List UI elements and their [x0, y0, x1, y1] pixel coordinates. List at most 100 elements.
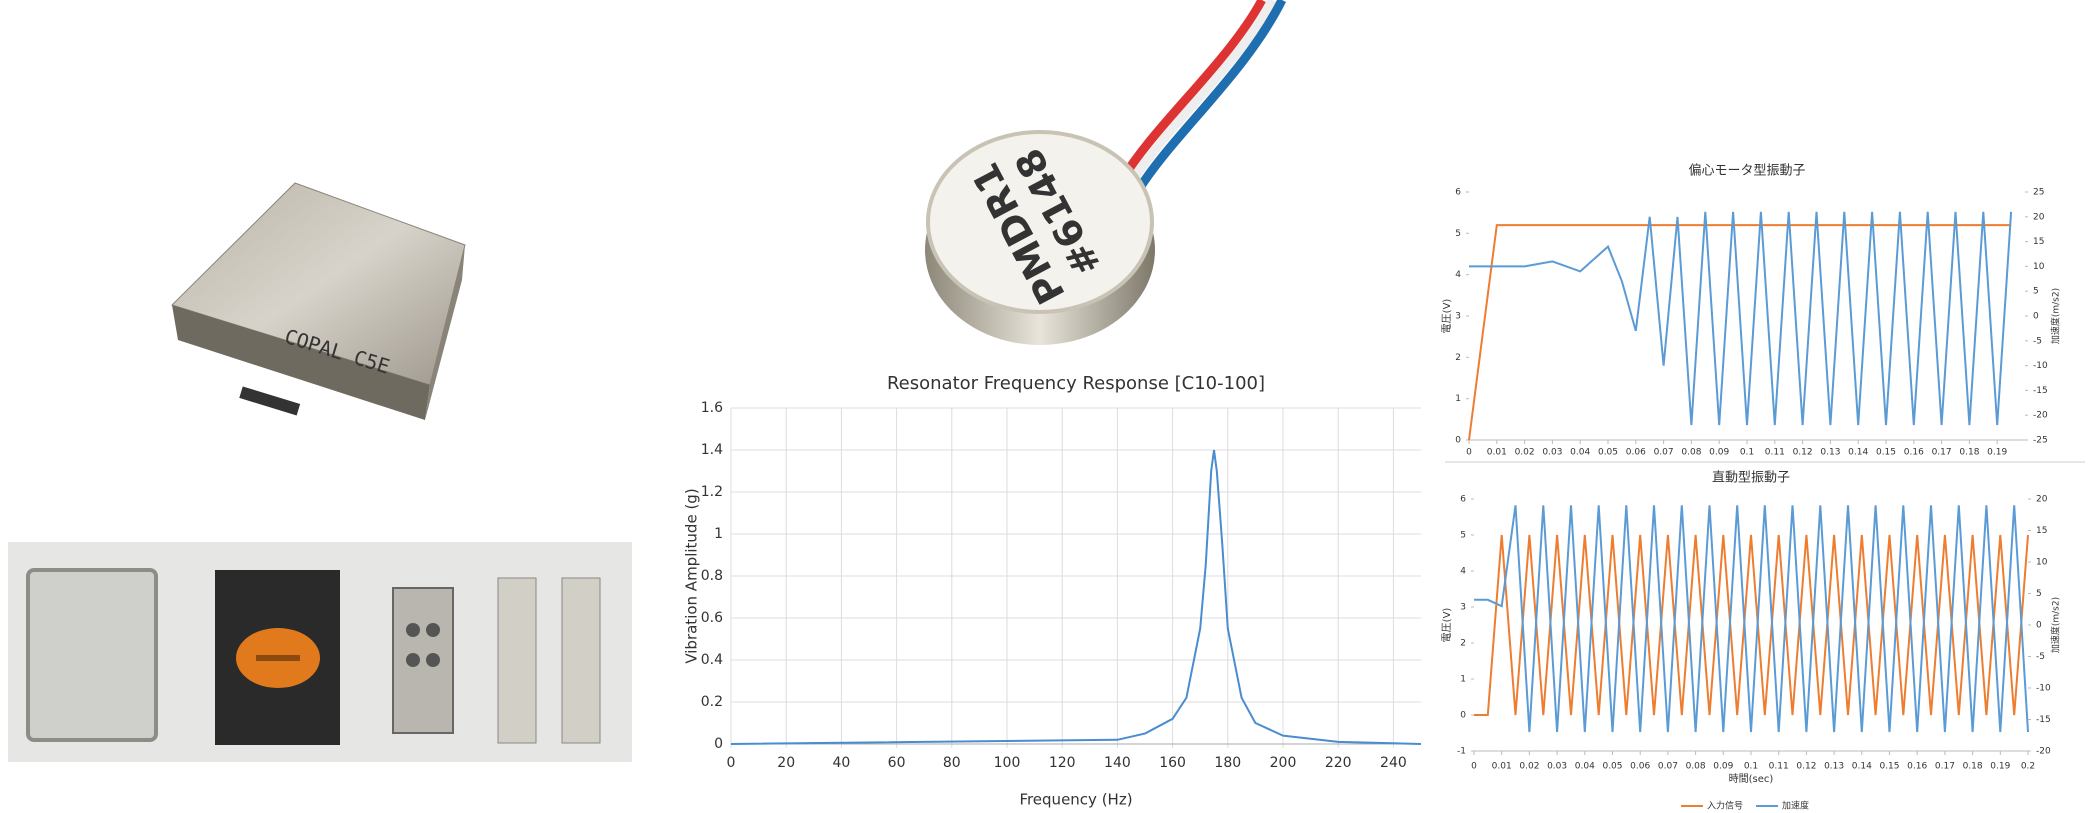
x-tick-label: 0.13	[1824, 762, 1844, 772]
y-axis-label: 電圧(V)	[1441, 299, 1453, 334]
y-tick-label: 1	[714, 526, 723, 542]
x-axis-label: 時間(sec)	[1729, 773, 1774, 785]
x-tick-label: 0.1	[1744, 762, 1758, 772]
x-tick-label: 0	[1471, 762, 1477, 772]
y-tick-label: 1	[1460, 675, 1466, 685]
y-tick-label: 0.6	[701, 610, 723, 626]
x-tick-label: 100	[994, 755, 1021, 771]
legend-label: 加速度	[1782, 800, 1809, 812]
y-tick-label: 0.8	[701, 568, 723, 584]
chart-title: Resonator Frequency Response [C10-100]	[887, 373, 1265, 394]
x-tick-label: 60	[888, 755, 906, 771]
y-tick-label: -1	[1457, 747, 1466, 757]
x-tick-label: 80	[943, 755, 961, 771]
y-tick-label: 0	[714, 736, 723, 752]
x-tick-label: 0.02	[1515, 448, 1535, 458]
y2-tick-label: -20	[2033, 411, 2048, 421]
legend-label: 入力信号	[1707, 800, 1743, 812]
y-tick-label: 0	[1460, 711, 1466, 721]
y2-tick-label: 5	[2033, 287, 2039, 297]
x-tick-label: 0.11	[1769, 762, 1789, 772]
y-tick-label: 3	[1460, 603, 1466, 613]
x-tick-label: 0	[727, 755, 736, 771]
x-tick-label: 0.17	[1932, 448, 1952, 458]
y-tick-label: 0.4	[701, 652, 723, 668]
y2-tick-label: -15	[2033, 386, 2048, 396]
y2-tick-label: -10	[2036, 684, 2051, 694]
data-line	[1474, 534, 2029, 716]
y2-tick-label: -25	[2033, 436, 2048, 446]
y-tick-label: 2	[1460, 639, 1466, 649]
x-tick-label: 0.05	[1602, 762, 1622, 772]
y2-tick-label: 15	[2033, 237, 2044, 247]
y2-tick-label: 5	[2036, 589, 2042, 599]
x-tick-label: 0.07	[1654, 448, 1674, 458]
parts-photo	[8, 542, 632, 762]
y2-tick-label: 0	[2033, 312, 2039, 322]
x-tick-label: 0.15	[1879, 762, 1899, 772]
module-photo: COPAL C5E	[171, 182, 466, 420]
y-tick-label: 0	[1455, 436, 1461, 446]
x-tick-label: 180	[1214, 755, 1241, 771]
x-tick-label: 0.04	[1570, 448, 1590, 458]
x-tick-label: 0.05	[1598, 448, 1618, 458]
x-tick-label: 0.16	[1907, 762, 1927, 772]
y-tick-label: 5	[1460, 531, 1466, 541]
x-tick-label: 0.09	[1713, 762, 1733, 772]
x-tick-label: 220	[1325, 755, 1352, 771]
x-tick-label: 0.12	[1793, 448, 1813, 458]
y2-tick-label: 10	[2033, 262, 2045, 272]
data-line	[1468, 224, 2012, 441]
x-tick-label: 0.14	[1852, 762, 1872, 772]
x-tick-label: 0.19	[1990, 762, 2010, 772]
y-tick-label: 1.2	[701, 484, 723, 500]
x-tick-label: 0.13	[1820, 448, 1840, 458]
x-tick-label: 0.01	[1487, 448, 1507, 458]
y2-tick-label: -20	[2036, 747, 2051, 757]
y-tick-label: 6	[1455, 188, 1461, 198]
y-tick-label: 1.4	[701, 442, 723, 458]
y2-tick-label: 0	[2036, 621, 2042, 631]
x-tick-label: 0.02	[1519, 762, 1539, 772]
y2-tick-label: 25	[2033, 188, 2044, 198]
y2-tick-label: 20	[2036, 495, 2048, 505]
y-tick-label: 3	[1455, 312, 1461, 322]
x-tick-label: 0.15	[1876, 448, 1896, 458]
y2-tick-label: 10	[2036, 558, 2048, 568]
x-tick-label: 40	[832, 755, 850, 771]
y-tick-label: 4	[1455, 270, 1461, 280]
y2-tick-label: -10	[2033, 361, 2048, 371]
y2-axis-label: 加速度(m/s2)	[2050, 597, 2062, 653]
data-line	[1469, 211, 2013, 426]
x-tick-label: 0.1	[1740, 448, 1754, 458]
motor-photo: PMDR1 #6148	[925, 0, 1287, 345]
y2-tick-label: -5	[2033, 336, 2042, 346]
x-tick-label: 0.08	[1681, 448, 1701, 458]
x-tick-label: 160	[1159, 755, 1186, 771]
x-tick-label: 240	[1380, 755, 1407, 771]
y-tick-label: 0.2	[701, 694, 723, 710]
y2-tick-label: -5	[2036, 652, 2045, 662]
y2-tick-label: 20	[2033, 212, 2045, 222]
y2-tick-label: -15	[2036, 715, 2051, 725]
chart-title: 偏心モータ型振動子	[1688, 164, 1805, 179]
x-tick-label: 0.18	[1959, 448, 1979, 458]
x-tick-label: 0.06	[1626, 448, 1646, 458]
x-tick-label: 0.06	[1630, 762, 1650, 772]
x-tick-label: 0.03	[1542, 448, 1562, 458]
x-tick-label: 0.09	[1709, 448, 1729, 458]
data-line	[730, 449, 1422, 745]
y-tick-label: 2	[1455, 353, 1461, 363]
x-tick-label: 0.14	[1848, 448, 1868, 458]
x-tick-label: 0.2	[2021, 762, 2035, 772]
x-tick-label: 0.19	[1987, 448, 2007, 458]
y-tick-label: 5	[1455, 229, 1461, 239]
y-tick-label: 1	[1455, 394, 1461, 404]
y-tick-label: 4	[1460, 567, 1466, 577]
y2-tick-label: 15	[2036, 526, 2047, 536]
x-tick-label: 0.03	[1547, 762, 1567, 772]
y-axis-label: Vibration Amplitude (g)	[683, 488, 701, 663]
x-tick-label: 0.18	[1963, 762, 1983, 772]
y2-axis-label: 加速度(m/s2)	[2050, 288, 2062, 344]
